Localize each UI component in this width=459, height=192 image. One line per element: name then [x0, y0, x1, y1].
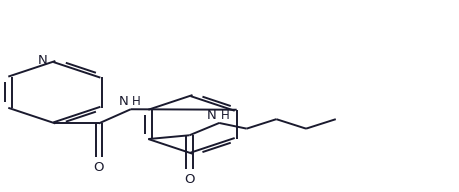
- Text: O: O: [93, 161, 104, 174]
- Text: N: N: [207, 109, 217, 122]
- Text: H: H: [132, 95, 140, 108]
- Text: N: N: [118, 95, 128, 108]
- Text: N: N: [37, 54, 47, 67]
- Text: H: H: [220, 109, 229, 122]
- Text: O: O: [184, 173, 194, 186]
